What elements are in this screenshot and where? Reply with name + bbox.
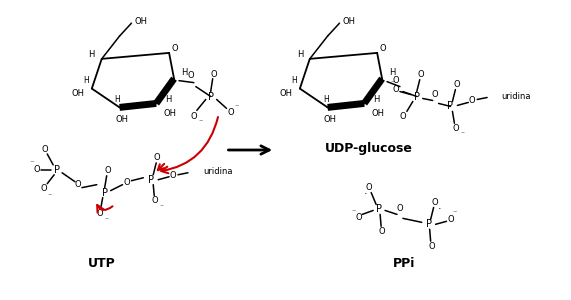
Text: H: H — [89, 50, 95, 59]
Text: ⁻: ⁻ — [234, 102, 239, 111]
Text: UDP-glucose: UDP-glucose — [325, 142, 413, 154]
FancyArrowPatch shape — [158, 164, 164, 170]
Text: O: O — [453, 80, 460, 89]
Text: OH: OH — [343, 17, 356, 26]
Text: O: O — [431, 90, 438, 99]
Text: H: H — [83, 76, 89, 85]
Text: PPi: PPi — [393, 257, 415, 270]
Text: ⁻: ⁻ — [391, 78, 395, 87]
Text: P: P — [448, 101, 453, 111]
Text: O: O — [380, 44, 387, 53]
Text: OH: OH — [163, 109, 176, 118]
Text: O: O — [227, 108, 234, 117]
Text: O: O — [170, 171, 176, 180]
Text: P: P — [376, 204, 382, 214]
Text: H: H — [389, 68, 395, 77]
Text: H: H — [291, 76, 297, 85]
Text: O: O — [96, 209, 103, 218]
Text: O: O — [397, 204, 403, 213]
Text: O: O — [379, 227, 385, 236]
Text: OH: OH — [372, 109, 385, 118]
Text: P: P — [208, 92, 214, 101]
Text: uridina: uridina — [203, 167, 232, 176]
Text: O: O — [417, 70, 424, 79]
Text: O: O — [191, 112, 197, 121]
Text: ⁻: ⁻ — [47, 191, 51, 200]
Text: O: O — [393, 85, 399, 94]
Text: O: O — [393, 76, 399, 85]
Text: OH: OH — [115, 115, 128, 124]
Text: P: P — [148, 175, 154, 185]
Text: H: H — [297, 50, 303, 59]
Text: P: P — [54, 165, 60, 175]
Text: uridina: uridina — [501, 92, 530, 101]
Text: O: O — [210, 70, 217, 79]
Text: O: O — [400, 112, 406, 121]
Text: ⁻: ⁻ — [104, 215, 108, 224]
Text: O: O — [33, 165, 39, 174]
Text: O: O — [187, 71, 194, 80]
FancyArrowPatch shape — [161, 117, 218, 173]
FancyArrowPatch shape — [97, 205, 112, 212]
Text: OH: OH — [323, 115, 336, 124]
Text: H: H — [181, 68, 187, 77]
Text: H: H — [323, 95, 328, 104]
Text: O: O — [154, 153, 160, 162]
Text: O: O — [152, 196, 159, 205]
Text: O: O — [75, 180, 81, 189]
Text: ⁻: ⁻ — [460, 130, 464, 139]
Text: O: O — [447, 215, 454, 224]
Text: ·: · — [438, 204, 441, 214]
Text: P: P — [414, 92, 420, 101]
Text: OH: OH — [135, 17, 148, 26]
Text: OH: OH — [71, 89, 85, 98]
Text: O: O — [431, 198, 438, 207]
Text: O: O — [123, 178, 130, 187]
Text: ⁻: ⁻ — [199, 118, 203, 127]
Text: O: O — [172, 44, 178, 53]
Text: O: O — [452, 124, 459, 133]
Text: O: O — [428, 242, 435, 250]
Text: P: P — [425, 219, 432, 229]
Text: ⁻: ⁻ — [159, 202, 163, 211]
Text: O: O — [41, 184, 47, 193]
Text: H: H — [115, 95, 120, 104]
Text: H: H — [373, 95, 379, 104]
Text: ⁻: ⁻ — [29, 158, 34, 167]
Text: O: O — [42, 145, 49, 154]
Text: O: O — [355, 213, 361, 222]
Text: ·: · — [364, 190, 367, 200]
Text: O: O — [469, 96, 476, 105]
Text: UTP: UTP — [88, 257, 115, 270]
Text: O: O — [366, 183, 372, 192]
Text: O: O — [104, 166, 111, 175]
Text: ⁻: ⁻ — [452, 208, 457, 217]
Text: OH: OH — [279, 89, 292, 98]
Text: ⁻: ⁻ — [351, 207, 356, 216]
Text: H: H — [165, 95, 171, 104]
Text: P: P — [102, 188, 108, 198]
